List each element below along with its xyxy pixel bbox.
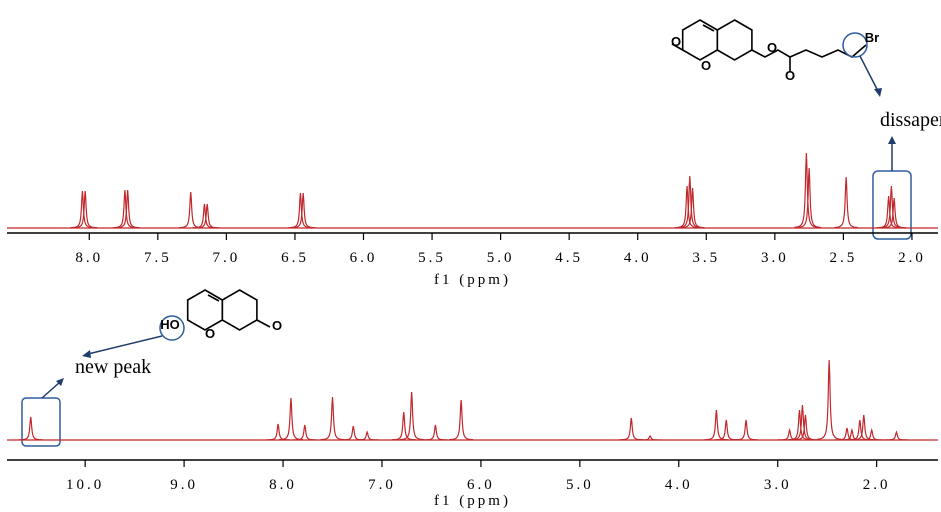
x-tick-label: 2.5 [830,250,858,266]
x-tick-label: 7.0 [368,477,396,493]
peak [704,409,729,441]
x-tick-label: 6.0 [350,250,378,266]
x-tick-label: 7.5 [144,250,172,266]
x-tick-label: 10.0 [66,477,104,493]
x-tick-label: 3.0 [764,477,792,493]
peak [884,430,909,441]
x-tick-label: 4.0 [624,250,652,266]
peak [18,416,43,441]
peak [341,425,366,441]
arrow [87,335,163,355]
highlight-box [21,397,61,447]
arrow-head [874,88,882,97]
peak [680,187,705,229]
peak [449,399,474,441]
arrow-head [82,350,91,358]
peak [619,417,644,441]
peak [73,190,98,229]
x-tick-label: 3.5 [692,250,720,266]
x-tick-label: 7.0 [213,250,241,266]
x-tick-label: 3.0 [761,250,789,266]
molecule-bottom [186,289,271,331]
peak [178,191,203,229]
atom-label: O [272,318,282,333]
x-tick-label: 6.0 [467,477,495,493]
annotation: new peak [75,356,151,378]
peak [278,397,303,441]
peak [423,424,448,441]
x-axis-title: f1 (ppm) [434,493,511,509]
peak [195,203,220,229]
atom-label: O [701,58,711,73]
x-tick-label: 5.5 [418,250,446,266]
peak [790,404,815,441]
x-tick-label: 2.0 [863,477,891,493]
peak [734,419,759,441]
atom-label: Br [865,30,879,45]
x-tick-label: 8.0 [75,250,103,266]
peak [851,414,876,441]
annotation: dissaper [880,109,941,131]
x-tick-label: 8.0 [269,477,297,493]
peak [882,197,907,229]
x-tick-label: 2.0 [898,250,926,266]
peak [291,192,316,229]
peak [399,391,424,441]
x-tick-label: 9.0 [170,477,198,493]
peak [638,434,663,441]
peak [834,427,859,441]
arrow-head [888,136,896,144]
peak [794,152,819,228]
peak [320,396,345,441]
arrow [41,381,61,399]
x-tick-label: 4.5 [555,250,583,266]
peak [797,167,822,229]
x-tick-label: 5.0 [487,250,515,266]
atom-label: O [205,326,215,341]
peak [355,430,380,441]
highlight-circle [842,32,868,58]
x-tick-label: 4.0 [665,477,693,493]
peak [115,189,140,229]
atom-label: HO [160,317,180,332]
x-tick-label: 5.0 [566,477,594,493]
peak [834,176,859,229]
atom-label: O [785,68,795,83]
peak [292,424,317,441]
molecule-top [671,19,867,72]
highlight-circle [159,315,185,341]
x-tick-label: 6.5 [281,250,309,266]
atom-label: O [671,34,681,49]
peak [391,411,416,441]
arrow [859,55,881,96]
peak [817,359,842,440]
arrow-head [56,378,64,386]
peak [793,414,818,441]
peak [859,427,884,441]
atom-label: O [767,40,777,55]
peak [266,423,291,441]
x-axis-title: f1 (ppm) [434,272,511,288]
